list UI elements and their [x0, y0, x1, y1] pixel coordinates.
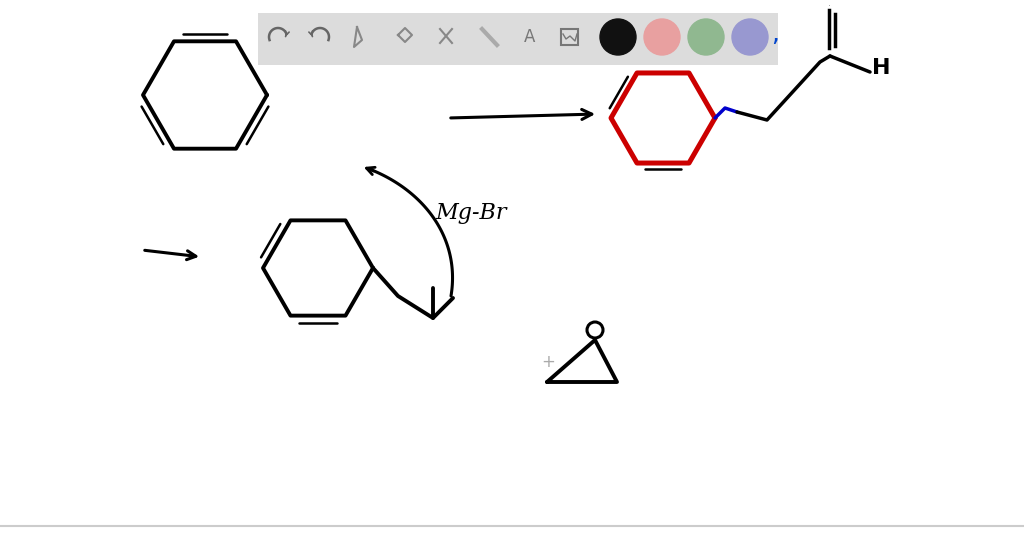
Circle shape	[644, 19, 680, 55]
Circle shape	[600, 19, 636, 55]
Bar	[258, 13, 778, 65]
Circle shape	[688, 19, 724, 55]
Text: +: +	[541, 353, 555, 371]
Text: ,: ,	[771, 22, 779, 46]
Bar	[561, 29, 578, 45]
Text: H: H	[872, 58, 891, 78]
Text: A: A	[524, 28, 536, 46]
Text: Mg-Br: Mg-Br	[435, 202, 507, 224]
Circle shape	[732, 19, 768, 55]
Text: O: O	[828, 5, 829, 6]
